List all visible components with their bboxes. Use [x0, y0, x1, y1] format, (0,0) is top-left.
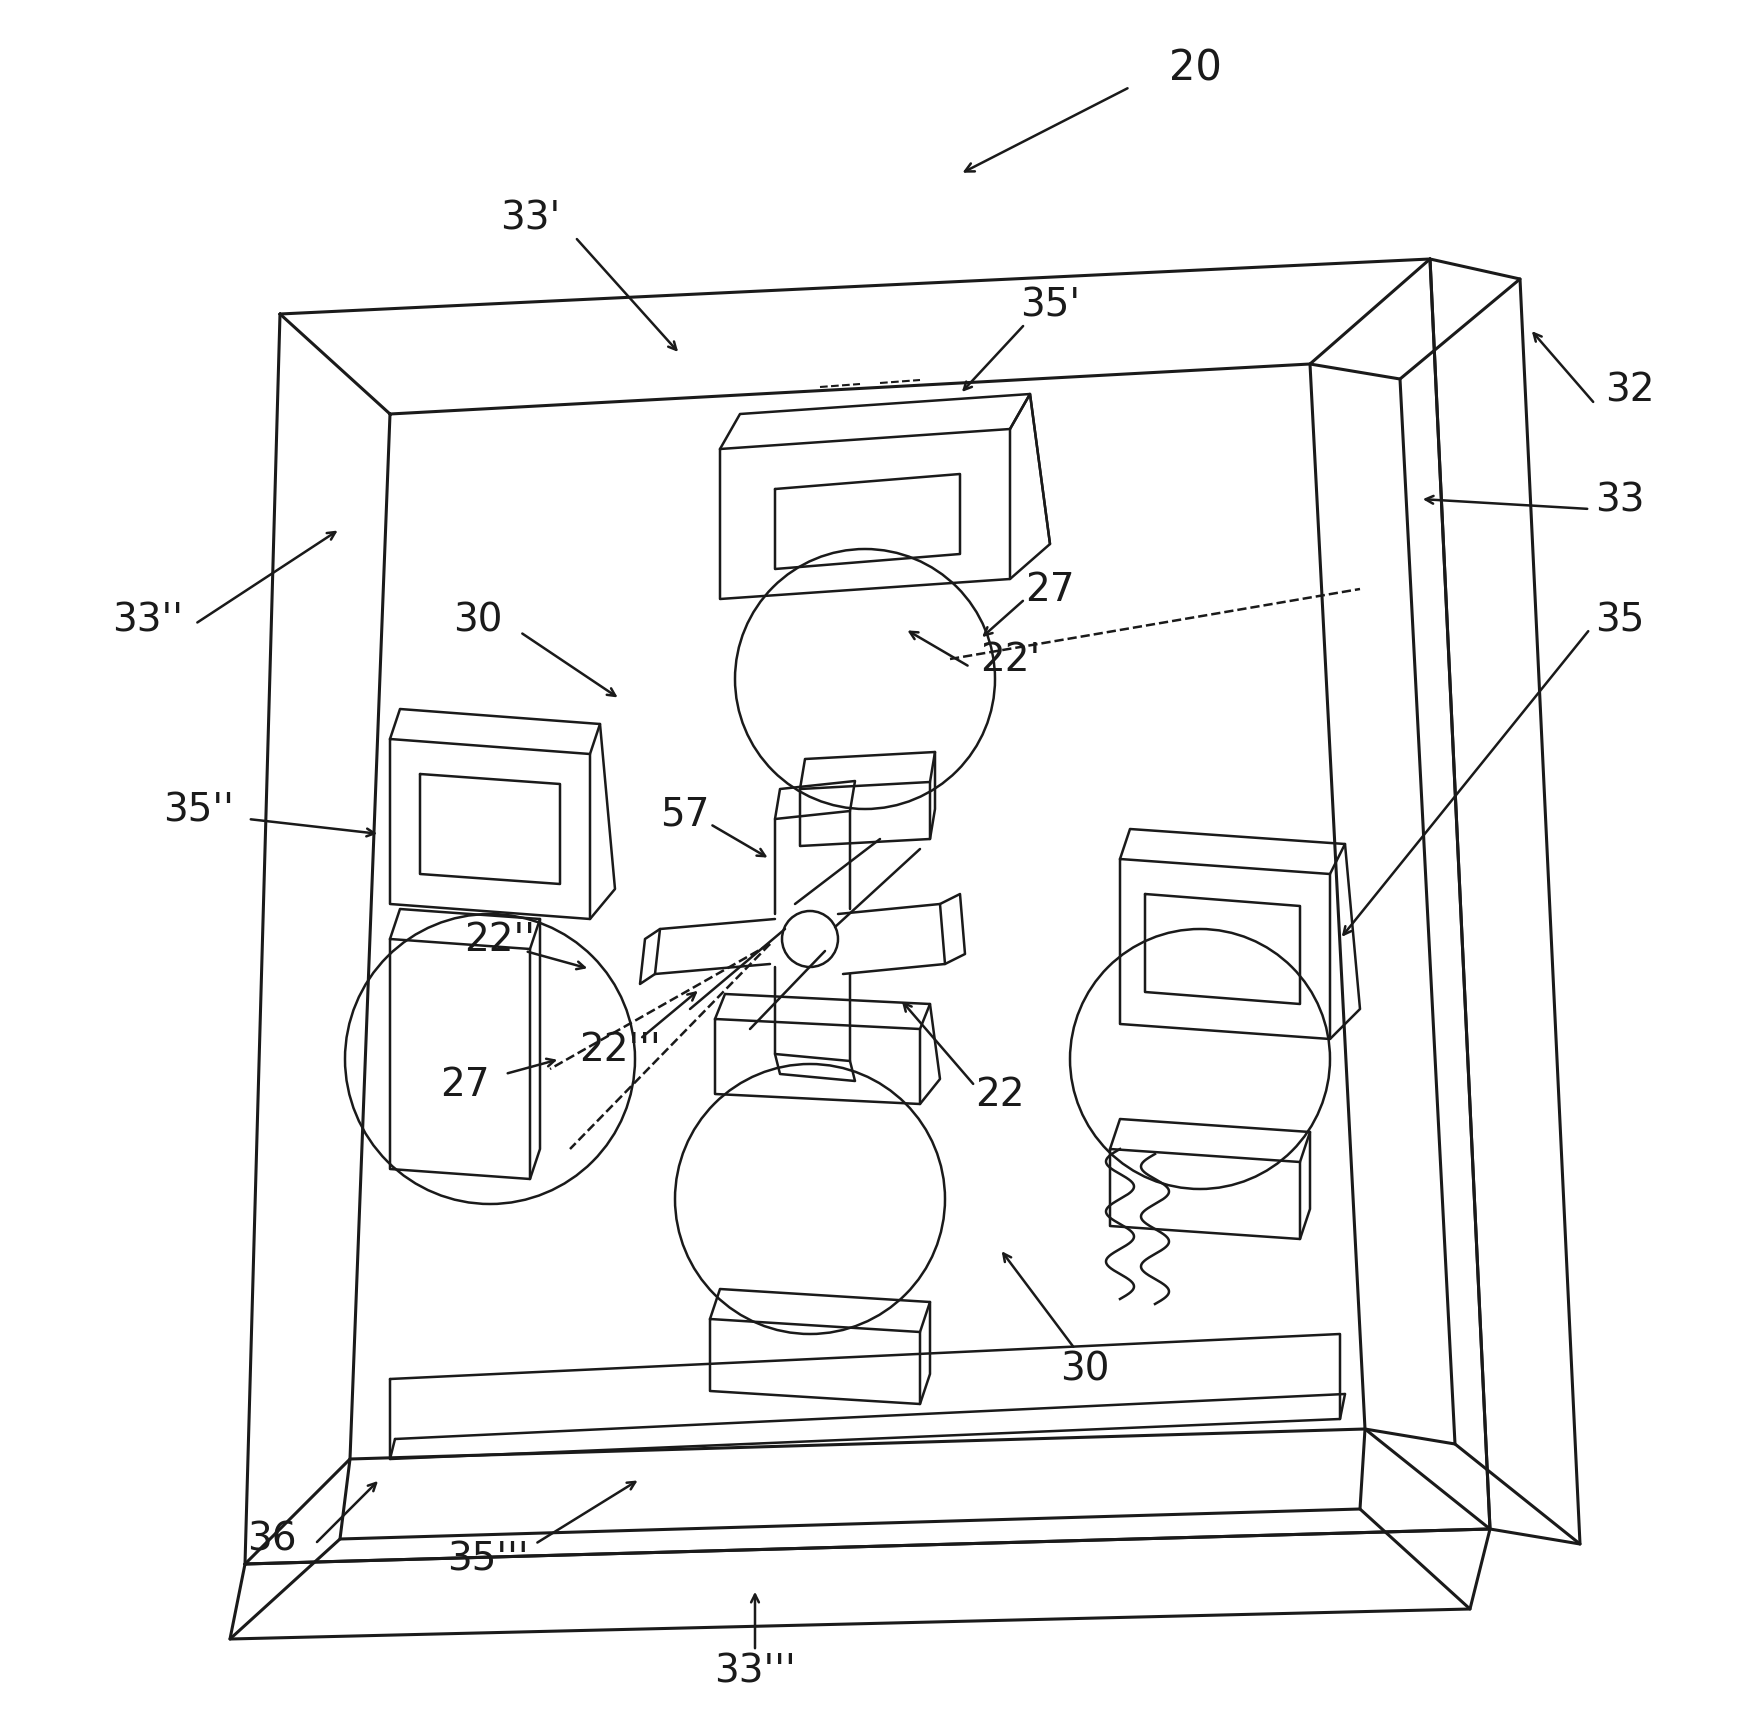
Text: 33: 33: [1595, 481, 1645, 519]
Text: 33'': 33'': [113, 601, 183, 639]
Text: 32: 32: [1606, 370, 1655, 408]
Text: 57: 57: [660, 796, 710, 834]
Text: 33': 33': [500, 198, 560, 236]
Text: 22''': 22''': [579, 1030, 660, 1068]
Text: 35': 35': [1020, 286, 1079, 324]
Text: 35'': 35'': [162, 791, 234, 829]
Text: 22: 22: [976, 1075, 1025, 1113]
Text: 27: 27: [440, 1065, 490, 1103]
Text: 35''': 35''': [447, 1540, 528, 1578]
Text: 36: 36: [247, 1520, 298, 1558]
Text: 22': 22': [979, 641, 1041, 679]
Text: 27: 27: [1025, 570, 1074, 608]
Text: 22'': 22'': [465, 920, 535, 958]
Text: 33''': 33''': [715, 1652, 796, 1690]
Text: 35: 35: [1595, 601, 1645, 639]
Text: 30: 30: [1060, 1351, 1109, 1389]
Text: 20: 20: [1169, 47, 1222, 90]
Text: 30: 30: [453, 601, 502, 639]
